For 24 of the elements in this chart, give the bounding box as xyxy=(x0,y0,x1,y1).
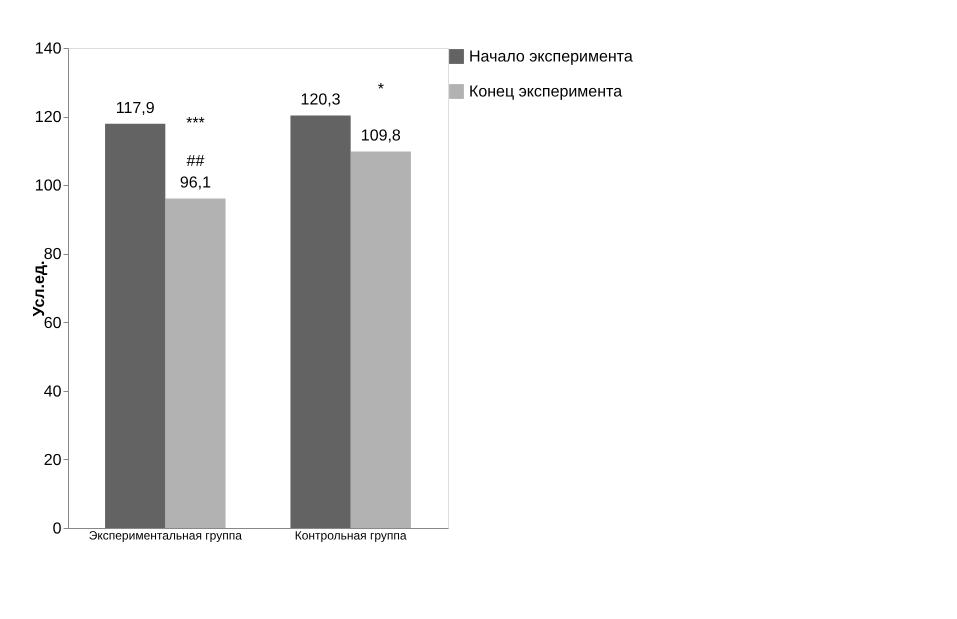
bar xyxy=(290,116,351,528)
legend-label: Конец эксперимента xyxy=(469,84,622,100)
y-tick-label: 40 xyxy=(44,383,62,400)
annotation: * xyxy=(378,81,384,98)
data-label: 109,8 xyxy=(360,128,401,145)
bar xyxy=(350,152,411,528)
y-tick-label: 20 xyxy=(44,452,62,469)
bar xyxy=(105,124,166,528)
x-tick-label: Контрольная группа xyxy=(294,528,407,542)
y-axis-title: Усл.ед. xyxy=(30,260,48,316)
bar xyxy=(165,198,226,528)
y-tick-label: 140 xyxy=(34,40,62,58)
y-tick-label: 120 xyxy=(34,109,62,126)
y-tick-label: 60 xyxy=(44,314,62,332)
legend-label: Начало эксперимента xyxy=(469,48,633,66)
x-tick-label: Экспериментальная группа xyxy=(88,528,242,542)
y-tick-label: 0 xyxy=(52,520,62,538)
annotation: *** xyxy=(186,115,205,132)
y-tick-label: 80 xyxy=(44,246,62,264)
y-tick-label: 100 xyxy=(34,178,62,195)
annotation: ## xyxy=(186,153,204,170)
data-label: 117,9 xyxy=(116,100,155,117)
data-label: 120,3 xyxy=(300,92,341,109)
data-label: 96,1 xyxy=(180,174,212,192)
